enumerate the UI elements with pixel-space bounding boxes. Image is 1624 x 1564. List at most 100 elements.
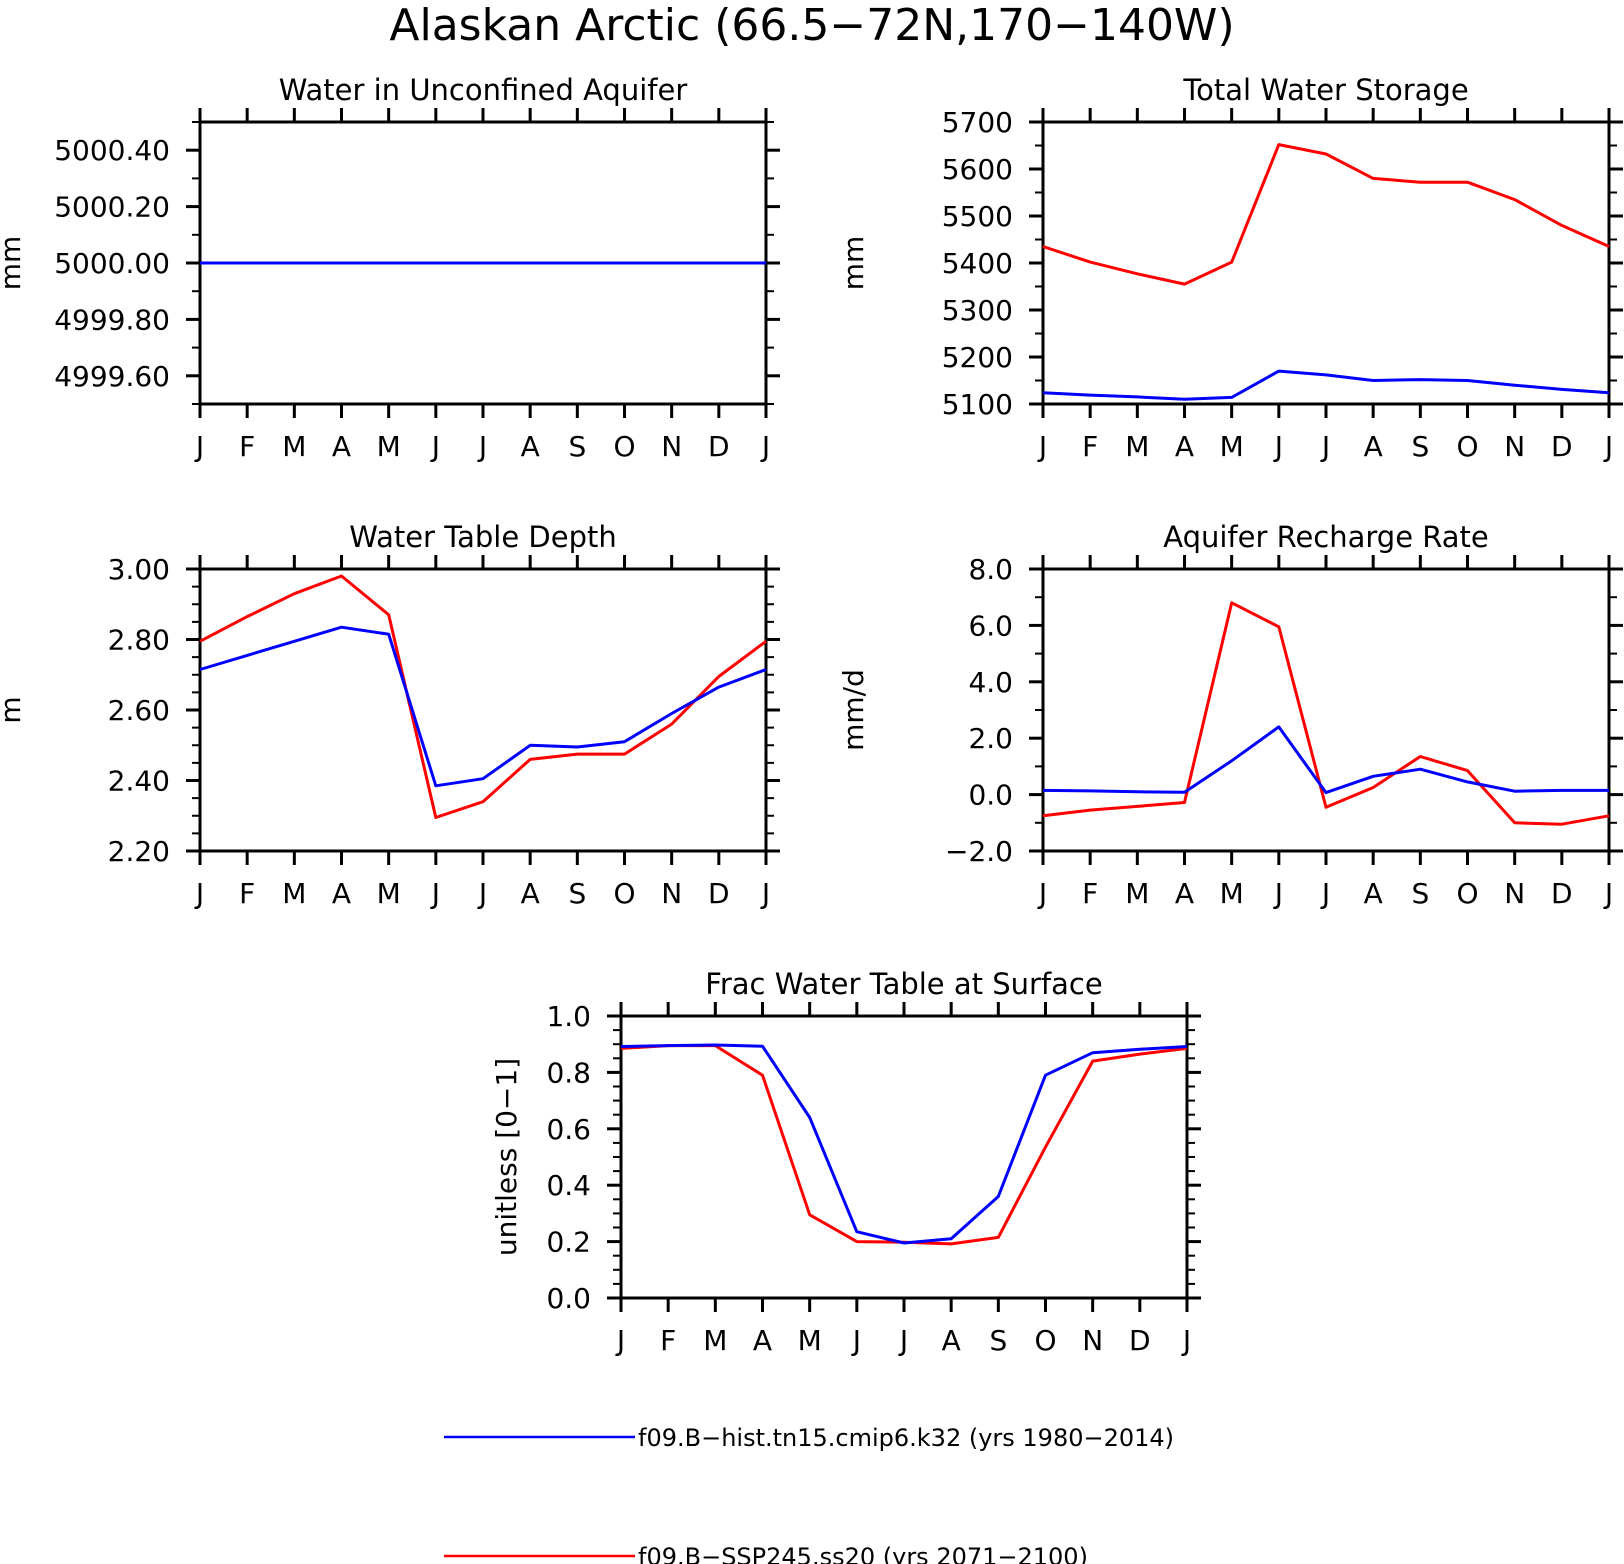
x-tick-label: D xyxy=(708,430,730,463)
x-tick-label: M xyxy=(703,1324,727,1357)
plot-frame xyxy=(1041,120,1611,406)
series-line-hist xyxy=(620,1043,1188,1245)
x-tick-label: M xyxy=(1220,430,1244,463)
y-tick-label: 1.0 xyxy=(546,1000,591,1033)
x-tick-label: S xyxy=(568,877,586,910)
x-tick-label: O xyxy=(1456,430,1478,463)
x-tick-label: O xyxy=(1034,1324,1056,1357)
y-tick-label: 5000.00 xyxy=(54,247,170,280)
series-line-ssp xyxy=(1042,601,1610,826)
x-tick-label: F xyxy=(239,877,255,910)
y-tick-label: 5000.40 xyxy=(54,134,170,167)
legend-label: f09.B−hist.tn15.cmip6.k32 (yrs 1980−2014… xyxy=(638,1424,1174,1452)
x-tick-label: A xyxy=(332,430,351,463)
y-axis-label: mm xyxy=(837,236,870,291)
y-tick-label: 5600 xyxy=(942,153,1013,186)
x-tick-label: O xyxy=(1456,877,1478,910)
x-tick-label: M xyxy=(1125,877,1149,910)
x-tick-label: A xyxy=(942,1324,961,1357)
x-tick-label: A xyxy=(521,877,540,910)
x-tick-label: S xyxy=(989,1324,1007,1357)
legend-label: f09.B−SSP245.ss20 (yrs 2071−2100) xyxy=(638,1543,1088,1564)
chart-panel-4: J F M A M J J A S O N D J−2.00.02.04.06.08.0Aquifer … xyxy=(837,520,1623,910)
y-tick-label: 4999.80 xyxy=(54,303,170,336)
y-axis-label: m xyxy=(0,696,27,723)
y-tick-label: 5400 xyxy=(942,247,1013,280)
y-tick-label: 2.40 xyxy=(108,765,170,798)
x-tick-label: N xyxy=(1504,430,1525,463)
x-tick-label: J xyxy=(760,430,770,463)
legend-item-ssp: f09.B−SSP245.ss20 (yrs 2071−2100) xyxy=(444,1543,1088,1564)
y-tick-label: 0.0 xyxy=(968,779,1013,812)
y-tick-label: −2.0 xyxy=(945,835,1013,868)
x-tick-label: J xyxy=(477,430,487,463)
y-tick-label: 2.20 xyxy=(108,835,170,868)
series-line-hist xyxy=(199,625,767,788)
x-tick-label: S xyxy=(568,430,586,463)
x-tick-label: F xyxy=(1082,430,1098,463)
y-tick-label: 5500 xyxy=(942,200,1013,233)
x-tick-label: D xyxy=(1551,877,1573,910)
x-tick-label: J xyxy=(1273,430,1283,463)
x-tick-label: J xyxy=(851,1324,861,1357)
y-tick-label: 6.0 xyxy=(968,609,1013,642)
x-tick-label: J xyxy=(1037,430,1047,463)
x-tick-label: O xyxy=(613,430,635,463)
panel-title: Water in Unconfined Aquifer xyxy=(279,73,688,107)
series-line-hist xyxy=(1042,369,1610,401)
legend-item-hist: f09.B−hist.tn15.cmip6.k32 (yrs 1980−2014… xyxy=(444,1424,1174,1452)
y-tick-label: 0.0 xyxy=(546,1282,591,1315)
panel-title: Frac Water Table at Surface xyxy=(705,967,1102,1001)
y-tick-label: 2.0 xyxy=(968,722,1013,755)
y-tick-label: 0.6 xyxy=(546,1113,591,1146)
x-tick-label: S xyxy=(1411,430,1429,463)
series-line-ssp xyxy=(1042,143,1610,286)
chart-panel-2: J F M A M J J A S O N D J510052005300540055005600570… xyxy=(837,73,1623,463)
x-tick-label: A xyxy=(1175,430,1194,463)
x-tick-label: J xyxy=(194,877,204,910)
x-tick-label: J xyxy=(1320,877,1330,910)
x-tick-label: F xyxy=(239,430,255,463)
x-tick-label: J xyxy=(477,877,487,910)
x-tick-label: J xyxy=(1603,877,1613,910)
x-tick-label: N xyxy=(661,877,682,910)
y-tick-label: 8.0 xyxy=(968,553,1013,586)
legend: f09.B−hist.tn15.cmip6.k32 (yrs 1980−2014… xyxy=(444,1424,1174,1564)
x-tick-label: M xyxy=(1125,430,1149,463)
y-tick-label: 2.60 xyxy=(108,694,170,727)
series-line-hist xyxy=(1042,725,1609,795)
x-tick-label: D xyxy=(708,877,730,910)
x-tick-label: J xyxy=(1320,430,1330,463)
x-tick-label: D xyxy=(1551,430,1573,463)
x-tick-label: M xyxy=(798,1324,822,1357)
panel-title: Aquifer Recharge Rate xyxy=(1163,520,1489,554)
x-tick-label: N xyxy=(1082,1324,1103,1357)
plot-frame xyxy=(198,567,768,853)
x-tick-label: D xyxy=(1129,1324,1151,1357)
x-tick-label: A xyxy=(1364,877,1383,910)
chart-panel-1: J F M A M J J A S O N D J4999.604999.805000.005000.2… xyxy=(0,73,780,463)
x-tick-label: J xyxy=(194,430,204,463)
figure-title: Alaskan Arctic (66.5−72N,170−140W) xyxy=(389,0,1234,51)
y-tick-label: 5100 xyxy=(942,388,1013,421)
y-tick-label: 4999.60 xyxy=(54,360,170,393)
y-tick-label: 5700 xyxy=(942,106,1013,139)
x-tick-label: J xyxy=(1273,877,1283,910)
x-tick-label: J xyxy=(430,430,440,463)
x-tick-label: J xyxy=(1037,877,1047,910)
y-axis-label: mm xyxy=(0,236,27,291)
y-tick-label: 4.0 xyxy=(968,666,1013,699)
y-tick-label: 0.8 xyxy=(546,1056,591,1089)
series-line-ssp xyxy=(620,1044,1188,1246)
x-tick-label: J xyxy=(898,1324,908,1357)
x-tick-label: F xyxy=(660,1324,676,1357)
x-tick-label: A xyxy=(1175,877,1194,910)
x-tick-label: J xyxy=(1181,1324,1191,1357)
x-tick-label: M xyxy=(1220,877,1244,910)
x-tick-label: F xyxy=(1082,877,1098,910)
x-tick-label: A xyxy=(1364,430,1383,463)
y-tick-label: 5000.20 xyxy=(54,191,170,224)
